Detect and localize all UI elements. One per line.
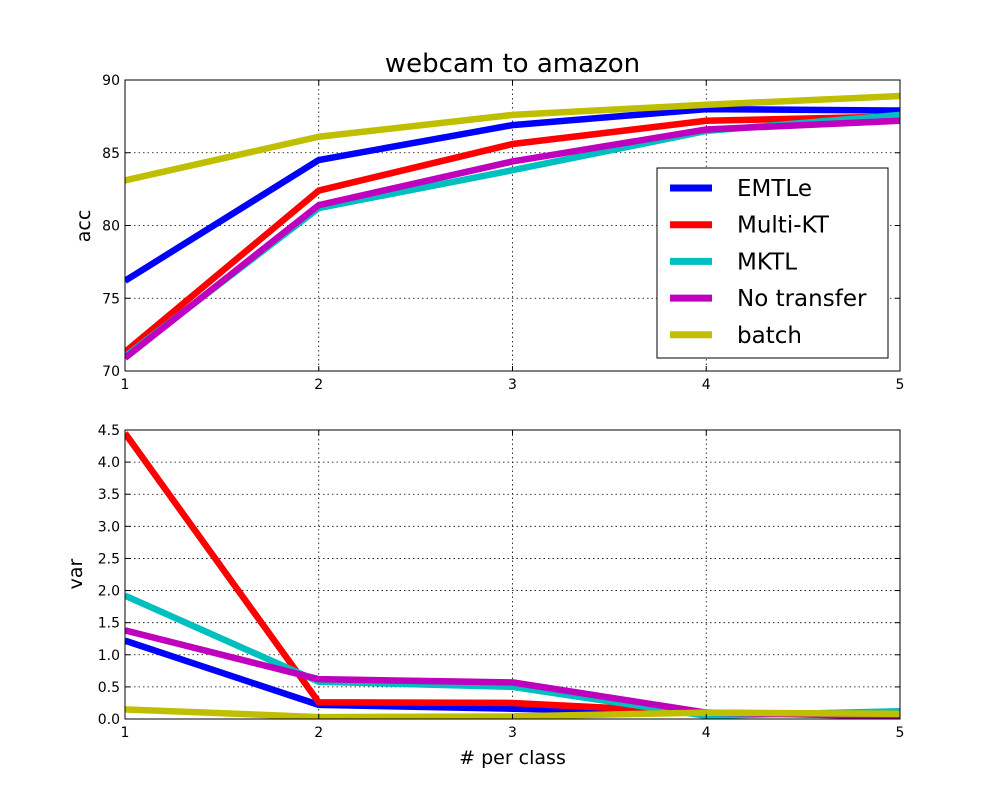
accuracy-y-tick-label: 70 bbox=[102, 364, 120, 380]
variance-ticks: 1 2 3 4 5 0.0 0.5 1.0 1.5 2.0 2.5 3.0 3.5 4.0 4.5 bbox=[98, 423, 905, 741]
accuracy-y-tick-label: 85 bbox=[102, 146, 120, 162]
accuracy-series-batch bbox=[125, 92, 900, 184]
variance-y-axis-label: var bbox=[65, 558, 87, 589]
variance-x-tick-label: 3 bbox=[508, 725, 517, 741]
variance-y-tick-label: 1.5 bbox=[98, 616, 120, 632]
legend-entries: EMTLe Multi-KT MKTL No transfer batch bbox=[670, 176, 867, 349]
legend-label-batch: batch bbox=[737, 323, 802, 349]
accuracy-y-tick-label: 80 bbox=[102, 219, 120, 235]
accuracy-y-tick-label: 75 bbox=[102, 291, 120, 307]
variance-y-tick-label: 3.0 bbox=[98, 519, 120, 535]
accuracy-x-tick-label: 3 bbox=[508, 377, 517, 393]
variance-y-tick-label: 0.0 bbox=[98, 712, 120, 728]
variance-y-tick-label: 1.0 bbox=[98, 648, 120, 664]
accuracy-series-group bbox=[125, 92, 900, 361]
variance-x-tick-label: 1 bbox=[121, 725, 130, 741]
chart-title: webcam to amazon bbox=[385, 49, 640, 79]
accuracy-series-multi-kt bbox=[125, 113, 900, 355]
variance-plot: 1 2 3 4 50.00.51.01.52.02.53.03.54.04.5 var … bbox=[65, 423, 904, 769]
accuracy-plot: webcam to amazon 1 2 3 4 5 70 75 80 85 90 acc EMT… bbox=[73, 49, 904, 393]
legend-label-multi-kt: Multi-KT bbox=[737, 213, 830, 239]
variance-x-tick-label: 5 bbox=[896, 725, 905, 741]
variance-x-axis-label: # per class bbox=[459, 747, 566, 769]
accuracy-ticks: 1 2 3 4 5 70 75 80 85 90 bbox=[102, 73, 904, 393]
variance-x-tick-label: 4 bbox=[702, 725, 711, 741]
legend-label-no-transfer: No transfer bbox=[737, 286, 867, 312]
accuracy-series-emtle bbox=[125, 105, 900, 284]
accuracy-y-axis-label: acc bbox=[73, 210, 95, 243]
variance-y-tick-label: 3.5 bbox=[98, 487, 120, 503]
accuracy-x-tick-label: 2 bbox=[314, 377, 323, 393]
legend-label-emtle: EMTLe bbox=[737, 176, 812, 202]
accuracy-y-tick-label: 90 bbox=[102, 73, 120, 89]
accuracy-x-tick-label: 4 bbox=[702, 377, 711, 393]
accuracy-x-tick-label: 1 bbox=[121, 377, 130, 393]
variance-y-tick-label: 2.0 bbox=[98, 584, 120, 600]
variance-y-tick-label: 0.5 bbox=[98, 680, 120, 696]
legend-label-mktl: MKTL bbox=[737, 249, 797, 275]
variance-x-tick-label: 2 bbox=[314, 725, 323, 741]
accuracy-x-tick-label: 5 bbox=[896, 377, 905, 393]
accuracy-series-no-transfer bbox=[125, 117, 900, 361]
variance-y-tick-label: 4.0 bbox=[98, 455, 120, 471]
legend: EMTLe Multi-KT MKTL No transfer batch bbox=[656, 167, 889, 359]
variance-y-tick-label: 2.5 bbox=[98, 551, 120, 567]
variance-y-tick-label: 4.5 bbox=[98, 423, 120, 439]
